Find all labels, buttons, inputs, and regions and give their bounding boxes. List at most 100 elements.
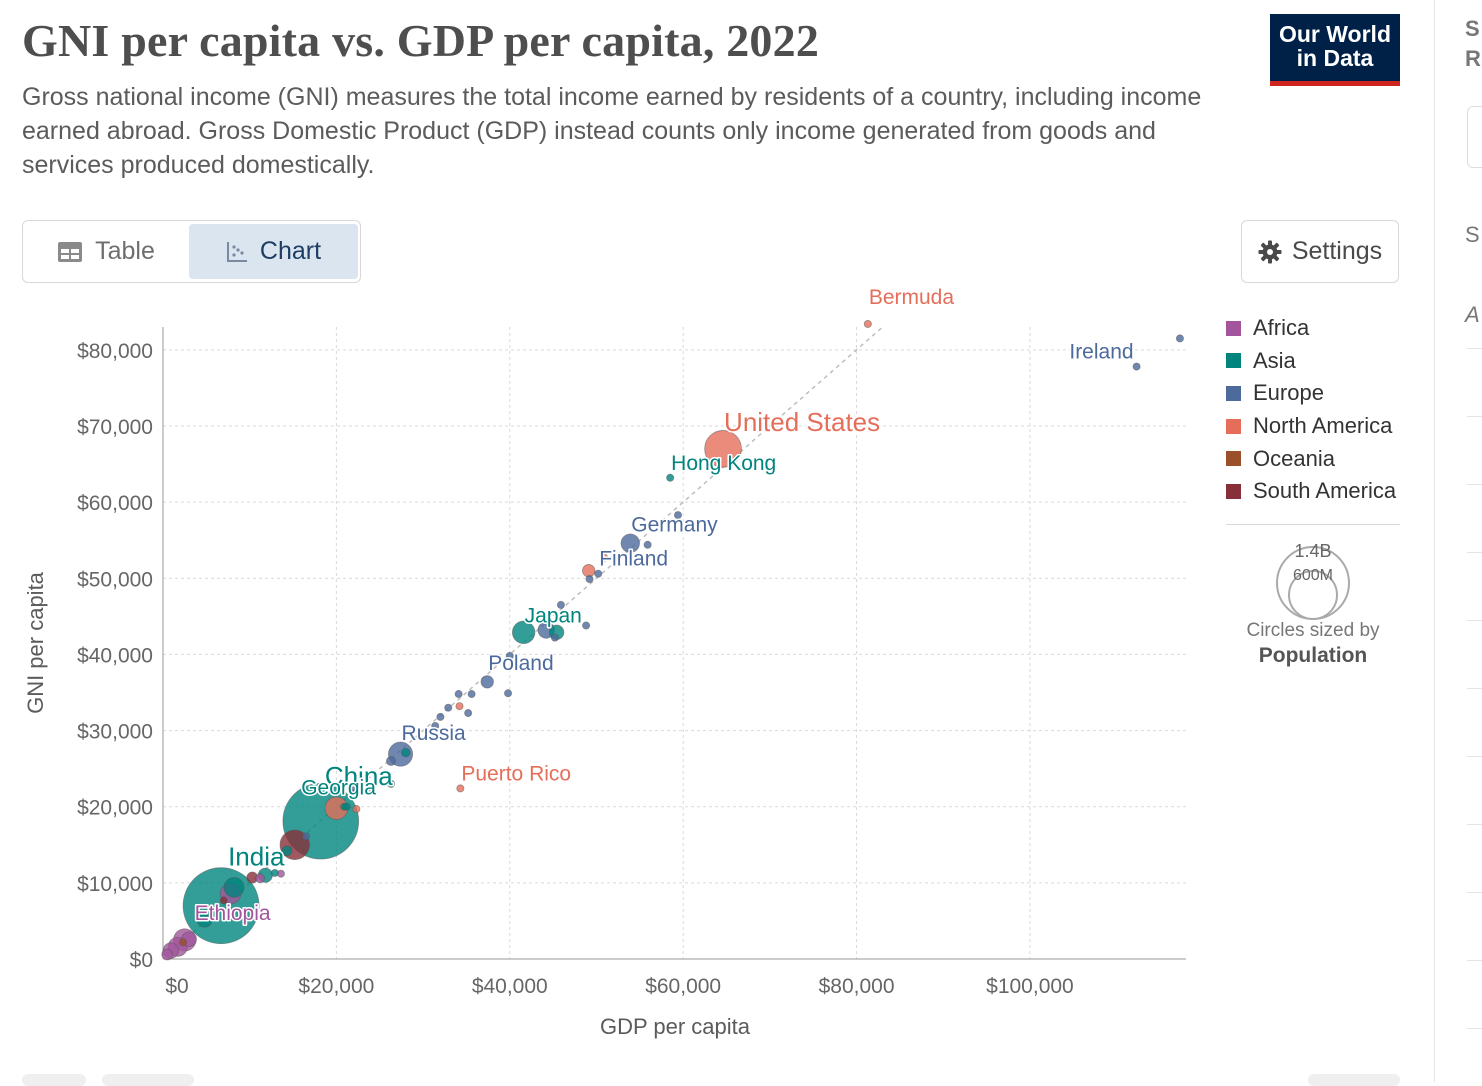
side-panel-text-1: S: [1465, 16, 1480, 41]
table-icon: [58, 241, 83, 262]
x-tick-label: $40,000: [472, 975, 548, 998]
point-label: China: [325, 761, 393, 791]
data-point[interactable]: [351, 785, 360, 794]
legend-swatch: [1226, 385, 1241, 401]
legend-swatch: [1226, 418, 1241, 434]
data-point[interactable]: [594, 569, 603, 578]
data-point[interactable]: [620, 533, 640, 553]
x-tick-label: $60,000: [645, 975, 721, 998]
data-point[interactable]: [643, 540, 652, 549]
tab-table[interactable]: Table: [27, 224, 185, 279]
data-point[interactable]: [255, 873, 266, 884]
data-point[interactable]: [342, 802, 351, 811]
legend-item[interactable]: North America: [1226, 410, 1401, 443]
legend-swatch: [1226, 483, 1241, 499]
legend-divider: [1226, 524, 1400, 525]
data-point[interactable]: [556, 600, 565, 609]
legend-label: Europe: [1253, 380, 1324, 406]
data-point[interactable]: [673, 511, 682, 520]
point-label: Ethiopia: [195, 902, 271, 925]
data-point[interactable]: [585, 575, 594, 584]
data-point[interactable]: [582, 564, 596, 578]
footer-tab-stub[interactable]: [102, 1074, 194, 1086]
gear-icon: [1258, 240, 1282, 263]
legend-label: Oceania: [1253, 445, 1335, 471]
divider: [1467, 824, 1482, 825]
data-point[interactable]: [178, 938, 187, 947]
data-point[interactable]: [367, 783, 376, 792]
data-point[interactable]: [387, 779, 396, 788]
data-point[interactable]: [666, 473, 675, 482]
point-label: Ireland: [1069, 341, 1133, 364]
divider: [1467, 552, 1482, 553]
data-point[interactable]: [455, 702, 464, 711]
point-label: Poland: [488, 652, 553, 675]
size-caption: Circles sized by: [1246, 620, 1380, 641]
data-point[interactable]: [600, 553, 609, 562]
point-label: Bermuda: [869, 286, 955, 309]
data-point[interactable]: [302, 832, 311, 841]
page-title: GNI per capita vs. GDP per capita, 2022: [22, 15, 820, 66]
data-point[interactable]: [467, 690, 476, 699]
settings-label: Settings: [1291, 237, 1383, 265]
legend-item[interactable]: Africa: [1226, 312, 1401, 345]
data-point[interactable]: [504, 689, 513, 698]
legend-swatch: [1226, 451, 1241, 467]
data-point[interactable]: [511, 620, 536, 645]
divider: [1467, 960, 1482, 961]
size-legend: 1.4B 600M: [1276, 541, 1350, 620]
owid-logo[interactable]: Our World in Data: [1270, 14, 1400, 86]
data-point[interactable]: [270, 868, 279, 877]
footer-tab-stub[interactable]: [1308, 1074, 1400, 1086]
y-tick-label: $30,000: [77, 721, 153, 744]
y-tick-label: $60,000: [77, 492, 153, 515]
data-point[interactable]: [161, 948, 174, 961]
point-label: Russia: [402, 722, 467, 745]
data-point[interactable]: [505, 651, 514, 660]
point-label: Puerto Rico: [461, 762, 571, 785]
legend-label: North America: [1253, 413, 1393, 439]
size-legend-small-label: 600M: [1293, 567, 1333, 584]
legend-label: South America: [1253, 478, 1397, 504]
data-point[interactable]: [219, 896, 228, 905]
footer-tab-stub[interactable]: [22, 1074, 86, 1086]
legend-item[interactable]: Oceania: [1226, 442, 1401, 475]
data-point[interactable]: [480, 675, 494, 689]
data-point[interactable]: [464, 709, 473, 718]
side-panel-box[interactable]: [1467, 106, 1482, 168]
data-point[interactable]: [223, 877, 245, 898]
legend-item[interactable]: Asia: [1226, 345, 1401, 378]
data-point[interactable]: [1132, 362, 1141, 371]
scatter-chart: $0 $10,000 $20,000 $30,000 $40,000 $50,000 $60…: [23, 284, 1186, 1039]
data-point[interactable]: [454, 690, 463, 699]
y-axis-label: GNI per capita: [23, 571, 48, 714]
data-point[interactable]: [281, 845, 293, 857]
legend-item[interactable]: South America: [1226, 475, 1401, 508]
divider: [1467, 892, 1482, 893]
data-point[interactable]: [205, 906, 218, 920]
legend-item[interactable]: Europe: [1226, 377, 1401, 410]
legend-label: Asia: [1253, 347, 1296, 373]
data-point[interactable]: [352, 804, 361, 813]
data-point[interactable]: [550, 633, 559, 642]
settings-button[interactable]: Settings: [1241, 220, 1399, 283]
point-label: Germany: [631, 513, 718, 536]
data-point[interactable]: [400, 747, 411, 758]
data-point[interactable]: [1175, 334, 1184, 343]
tab-chart[interactable]: Chart: [189, 224, 358, 279]
divider: [1467, 756, 1482, 757]
data-point[interactable]: [456, 784, 465, 793]
data-point[interactable]: [431, 721, 440, 730]
divider: [1467, 416, 1482, 417]
point-label: India: [228, 842, 285, 872]
y-tick-label: $40,000: [77, 644, 153, 667]
data-point[interactable]: [386, 756, 396, 766]
data-point[interactable]: [582, 621, 591, 630]
x-axis-label: GDP per capita: [600, 1014, 751, 1039]
data-point[interactable]: [704, 430, 742, 468]
data-point[interactable]: [863, 319, 872, 328]
y-tick-label: $20,000: [77, 797, 153, 820]
data-point[interactable]: [444, 703, 453, 712]
data-point[interactable]: [436, 712, 445, 721]
y-tick-label: $10,000: [77, 873, 153, 896]
